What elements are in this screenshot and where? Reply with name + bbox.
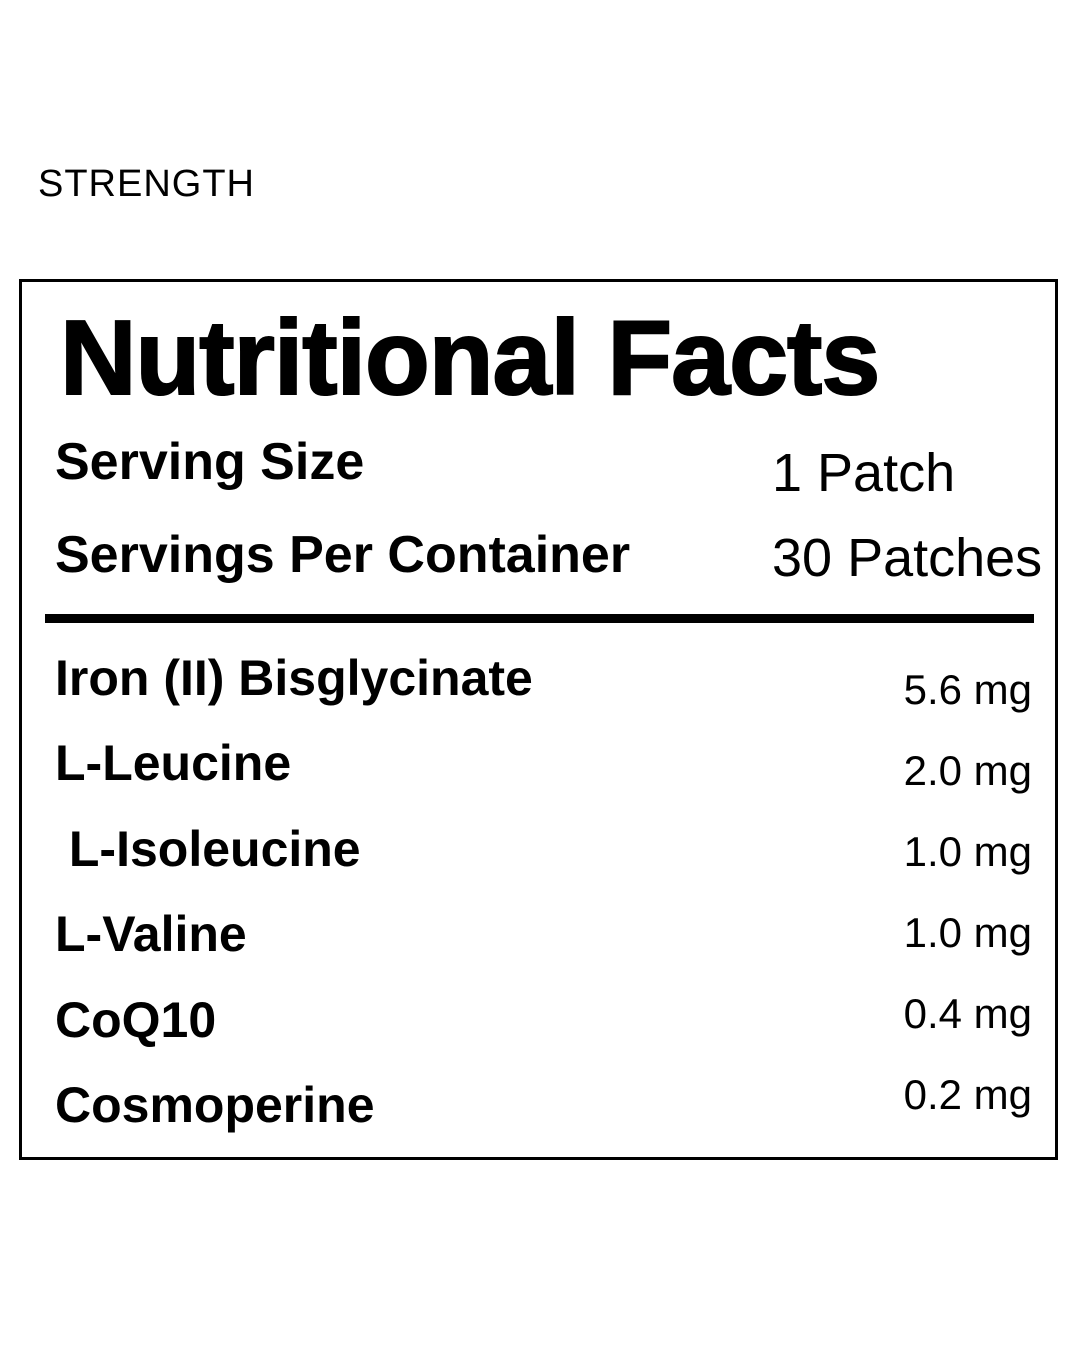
ingredient-amount: 1.0 mg [903,828,1032,875]
thick-divider [45,614,1034,623]
ingredient-name: L-Valine [55,906,247,962]
servings-per-container-label: Servings Per Container [55,526,631,584]
ingredient-name: Cosmoperine [55,1077,375,1133]
ingredient-name: Iron (II) Bisglycinate [55,650,533,706]
ingredient-amount: 0.4 mg [903,990,1032,1037]
ingredient-amount: 0.2 mg [903,1071,1032,1118]
ingredient-amount: 2.0 mg [903,747,1032,794]
variant-eyebrow-text: STRENGTH [38,163,255,205]
ingredient-name: L-Leucine [55,735,292,791]
ingredient-amount: 1.0 mg [903,909,1032,956]
ingredient-amount: 5.6 mg [903,666,1032,713]
ingredient-name: CoQ10 [55,992,217,1048]
servings-per-container-value: 30 Patches [772,528,1043,588]
serving-size-label: Serving Size [55,433,365,491]
nutrition-facts-panel: Nutritional Facts Serving Size 1 Patch S… [19,279,1058,1160]
serving-size-value: 1 Patch [772,443,956,503]
ingredient-name: L-Isoleucine [55,821,361,877]
panel-title: Nutritional Facts [59,299,881,417]
